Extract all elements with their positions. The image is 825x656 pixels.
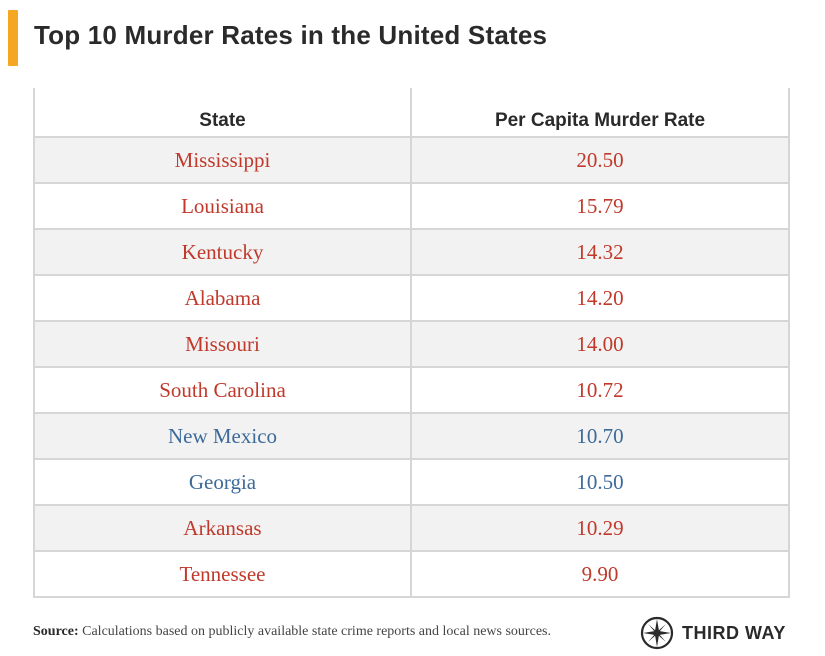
table-row: Tennessee 9.90 <box>33 550 790 598</box>
state-cell: Mississippi <box>33 136 412 184</box>
table-row: Louisiana 15.79 <box>33 182 790 230</box>
table-row: Kentucky 14.32 <box>33 228 790 276</box>
third-way-logo: THIRD WAY <box>640 616 786 650</box>
table-row: Mississippi 20.50 <box>33 136 790 184</box>
table-header-row: State Per Capita Murder Rate <box>33 88 790 138</box>
source-note: Source: Calculations based on publicly a… <box>33 624 551 640</box>
table-row: Alabama 14.20 <box>33 274 790 322</box>
rate-cell: 10.72 <box>410 366 790 414</box>
state-cell: Alabama <box>33 274 412 322</box>
compass-star-icon <box>640 616 674 650</box>
rate-cell: 14.00 <box>410 320 790 368</box>
state-cell: Arkansas <box>33 504 412 552</box>
rate-cell: 10.70 <box>410 412 790 460</box>
rate-cell: 20.50 <box>410 136 790 184</box>
table-row: South Carolina 10.72 <box>33 366 790 414</box>
table-row: Missouri 14.00 <box>33 320 790 368</box>
murder-rate-table: State Per Capita Murder Rate Mississippi… <box>33 88 790 598</box>
state-cell: Tennessee <box>33 550 412 598</box>
title-accent-bar <box>8 10 18 66</box>
table-row: Georgia 10.50 <box>33 458 790 506</box>
rate-cell: 10.29 <box>410 504 790 552</box>
table-row: New Mexico 10.70 <box>33 412 790 460</box>
rate-cell: 10.50 <box>410 458 790 506</box>
state-cell: South Carolina <box>33 366 412 414</box>
rate-cell: 14.20 <box>410 274 790 322</box>
source-label: Source: <box>33 624 79 639</box>
state-cell: Missouri <box>33 320 412 368</box>
table-body: Mississippi 20.50 Louisiana 15.79 Kentucky 14… <box>33 136 790 598</box>
rate-cell: 15.79 <box>410 182 790 230</box>
state-cell: Kentucky <box>33 228 412 276</box>
table-row: Arkansas 10.29 <box>33 504 790 552</box>
page-title: Top 10 Murder Rates in the United States <box>34 20 548 50</box>
rate-cell: 14.32 <box>410 228 790 276</box>
column-header-rate: Per Capita Murder Rate <box>410 88 790 138</box>
column-header-state: State <box>33 88 412 138</box>
state-cell: New Mexico <box>33 412 412 460</box>
state-cell: Louisiana <box>33 182 412 230</box>
state-cell: Georgia <box>33 458 412 506</box>
source-text: Calculations based on publicly available… <box>82 624 551 639</box>
rate-cell: 9.90 <box>410 550 790 598</box>
logo-text: THIRD WAY <box>682 622 786 643</box>
